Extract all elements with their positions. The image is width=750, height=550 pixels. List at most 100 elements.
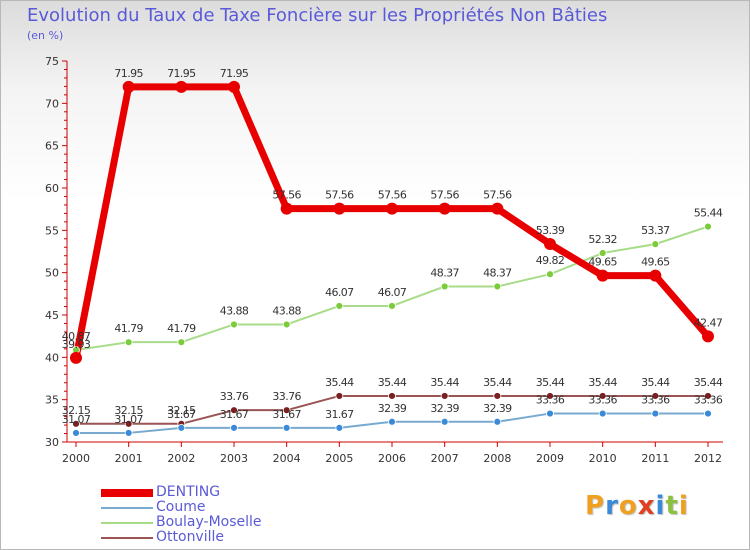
data-point bbox=[124, 419, 133, 428]
data-label: 40.87 bbox=[62, 330, 91, 343]
data-label: 71.95 bbox=[220, 67, 249, 80]
chart-subtitle: (en %) bbox=[27, 29, 64, 42]
data-point bbox=[598, 249, 607, 257]
x-tick-label: 2000 bbox=[62, 452, 90, 465]
data-point bbox=[440, 282, 449, 291]
data-label: 53.39 bbox=[536, 224, 565, 237]
data-point bbox=[282, 406, 291, 415]
y-tick-label: 65 bbox=[45, 140, 59, 153]
data-label: 32.39 bbox=[378, 402, 407, 415]
y-tick-label: 45 bbox=[45, 309, 59, 322]
logo-letter: i bbox=[678, 491, 689, 521]
data-label: 33.36 bbox=[641, 394, 670, 407]
data-label: 46.07 bbox=[325, 286, 354, 299]
data-point bbox=[651, 409, 660, 418]
data-label: 39.93 bbox=[62, 338, 91, 351]
y-tick-label: 60 bbox=[45, 182, 59, 195]
data-point bbox=[72, 429, 80, 437]
data-label: 32.15 bbox=[114, 404, 143, 417]
logo-letter: t bbox=[665, 491, 679, 521]
data-point bbox=[282, 320, 291, 329]
x-tick-label: 2006 bbox=[378, 452, 406, 465]
data-label: 52.32 bbox=[588, 233, 617, 246]
data-label: 35.44 bbox=[588, 376, 617, 389]
data-point bbox=[704, 409, 712, 418]
data-label: 31.67 bbox=[272, 408, 301, 421]
data-label: 42.47 bbox=[694, 316, 723, 329]
legend-item: Coume bbox=[101, 500, 262, 515]
data-point bbox=[124, 429, 133, 437]
data-point bbox=[598, 409, 607, 418]
legend-item: Boulay-Moselle bbox=[101, 515, 262, 530]
x-tick-label: 2008 bbox=[483, 452, 511, 465]
data-label: 41.79 bbox=[114, 322, 143, 335]
data-point bbox=[388, 302, 396, 310]
data-point bbox=[175, 80, 188, 93]
x-tick-label: 2003 bbox=[220, 452, 248, 465]
data-point bbox=[230, 423, 238, 432]
data-label: 33.36 bbox=[588, 394, 617, 407]
data-point bbox=[333, 202, 346, 215]
data-label: 49.65 bbox=[588, 256, 617, 269]
data-label: 32.15 bbox=[167, 404, 196, 417]
y-tick-label: 35 bbox=[45, 394, 59, 407]
data-point bbox=[651, 392, 660, 400]
data-label: 31.67 bbox=[220, 408, 249, 421]
data-label: 49.65 bbox=[641, 256, 670, 269]
data-label: 71.95 bbox=[114, 67, 143, 80]
data-point bbox=[546, 270, 554, 279]
data-point bbox=[546, 409, 554, 418]
legend-swatch bbox=[101, 488, 153, 497]
data-label: 57.56 bbox=[430, 189, 459, 202]
data-point bbox=[124, 338, 133, 347]
data-point bbox=[493, 392, 502, 400]
data-label: 33.36 bbox=[694, 394, 723, 407]
legend-swatch bbox=[101, 521, 153, 524]
data-label: 31.07 bbox=[114, 413, 143, 426]
data-label: 35.44 bbox=[536, 376, 565, 389]
data-point bbox=[544, 237, 556, 250]
data-label: 46.07 bbox=[378, 286, 407, 299]
data-point bbox=[388, 392, 396, 400]
data-point bbox=[122, 80, 135, 93]
y-tick-label: 70 bbox=[45, 97, 59, 110]
logo-letter: x bbox=[637, 491, 656, 521]
x-tick-label: 2005 bbox=[325, 452, 353, 465]
data-label: 32.15 bbox=[62, 404, 91, 417]
data-label: 55.44 bbox=[694, 207, 723, 220]
x-tick-label: 2004 bbox=[273, 452, 301, 465]
data-point bbox=[335, 392, 344, 400]
data-point bbox=[440, 417, 449, 426]
legend-item: Ottonville bbox=[101, 530, 262, 545]
data-label: 35.44 bbox=[325, 376, 354, 389]
data-label: 31.67 bbox=[325, 408, 354, 421]
y-tick-label: 40 bbox=[45, 351, 59, 364]
data-label: 57.56 bbox=[325, 189, 354, 202]
data-point bbox=[280, 202, 293, 215]
logo-letter: r bbox=[605, 491, 619, 521]
legend-label: Coume bbox=[156, 499, 206, 515]
y-tick-label: 50 bbox=[45, 267, 59, 280]
legend-swatch bbox=[101, 506, 153, 509]
logo-letter: i bbox=[655, 491, 666, 521]
data-point bbox=[388, 417, 396, 426]
data-label: 31.67 bbox=[167, 408, 196, 421]
data-point bbox=[230, 320, 238, 329]
data-label: 32.39 bbox=[483, 402, 512, 415]
data-point bbox=[386, 202, 398, 215]
data-point bbox=[177, 338, 186, 347]
logo-letter: o bbox=[618, 491, 638, 521]
data-point bbox=[230, 406, 238, 415]
data-label: 43.88 bbox=[220, 304, 249, 317]
data-point bbox=[546, 392, 554, 400]
x-tick-label: 2007 bbox=[431, 452, 459, 465]
chart-legend: DENTING Coume Boulay-Moselle Ottonville bbox=[101, 485, 262, 545]
data-point bbox=[493, 417, 502, 426]
data-label: 35.44 bbox=[694, 376, 723, 389]
data-point bbox=[704, 392, 712, 400]
data-label: 32.39 bbox=[430, 402, 459, 415]
x-tick-label: 2001 bbox=[115, 452, 143, 465]
data-label: 48.37 bbox=[430, 266, 459, 279]
data-label: 57.56 bbox=[272, 189, 301, 202]
